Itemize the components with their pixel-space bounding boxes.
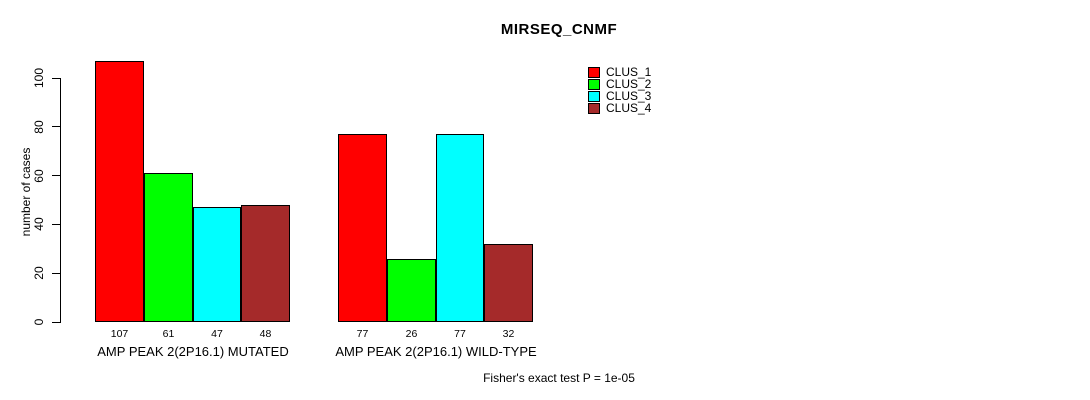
- legend-label: CLUS_2: [606, 77, 652, 91]
- y-tick-label: 0: [32, 318, 46, 326]
- legend-swatch-icon: [588, 66, 600, 78]
- legend-label: CLUS_4: [606, 101, 652, 115]
- bar-value-label: 77: [454, 328, 466, 340]
- legend-label: CLUS_3: [606, 89, 652, 103]
- y-tick-mark: [52, 272, 60, 274]
- y-tick-label: 20: [32, 266, 46, 280]
- legend-swatch-icon: [588, 78, 600, 90]
- bar-clus_2-group1: [144, 173, 193, 322]
- y-tick-label: 40: [32, 217, 46, 232]
- legend-item-clus_3: CLUS_3: [588, 89, 652, 103]
- legend-swatch-icon: [588, 102, 600, 114]
- legend: CLUS_1 CLUS_2 CLUS_3 CLUS_4: [588, 65, 652, 115]
- legend-swatch-icon: [588, 90, 600, 102]
- bar-clus_1-group1: [95, 61, 144, 322]
- bar-value-label: 48: [259, 328, 272, 340]
- y-tick-mark: [52, 321, 60, 323]
- bar-clus_2-group2: [387, 259, 436, 322]
- bar-clus_4-group2: [484, 244, 533, 322]
- group-label-1: AMP PEAK 2(2P16.1) MUTATED: [97, 344, 289, 359]
- bar-clus_3-group2: [436, 134, 484, 322]
- legend-item-clus_4: CLUS_4: [588, 101, 652, 115]
- bar-value-label: 107: [110, 328, 129, 340]
- bar-clus_4-group1: [241, 205, 290, 322]
- bar-clus_1-group2: [338, 134, 387, 322]
- y-tick-mark: [52, 126, 60, 128]
- y-axis-line: [60, 78, 61, 323]
- y-tick-label: 100: [32, 67, 46, 89]
- y-tick-mark: [52, 175, 60, 177]
- legend-item-clus_2: CLUS_2: [588, 77, 652, 91]
- y-tick-mark: [52, 223, 60, 225]
- group-label-2: AMP PEAK 2(2P16.1) WILD-TYPE: [335, 344, 537, 359]
- bar-value-label: 32: [502, 328, 515, 340]
- legend-item-clus_1: CLUS_1: [588, 65, 652, 79]
- bar-value-label: 61: [162, 328, 175, 340]
- y-axis-title: number of cases: [19, 147, 33, 237]
- y-tick-label: 60: [32, 168, 46, 183]
- bar-value-label: 77: [356, 328, 369, 340]
- bar-clus_3-group1: [193, 207, 241, 322]
- legend-label: CLUS_1: [606, 65, 652, 79]
- y-tick-mark: [52, 77, 60, 79]
- bar-value-label: 26: [405, 328, 418, 340]
- footer-annotation: Fisher's exact test P = 1e-05: [483, 371, 635, 385]
- y-tick-label: 80: [32, 120, 46, 134]
- chart-title: MIRSEQ_CNMF: [500, 21, 618, 38]
- bar-value-label: 47: [211, 328, 223, 340]
